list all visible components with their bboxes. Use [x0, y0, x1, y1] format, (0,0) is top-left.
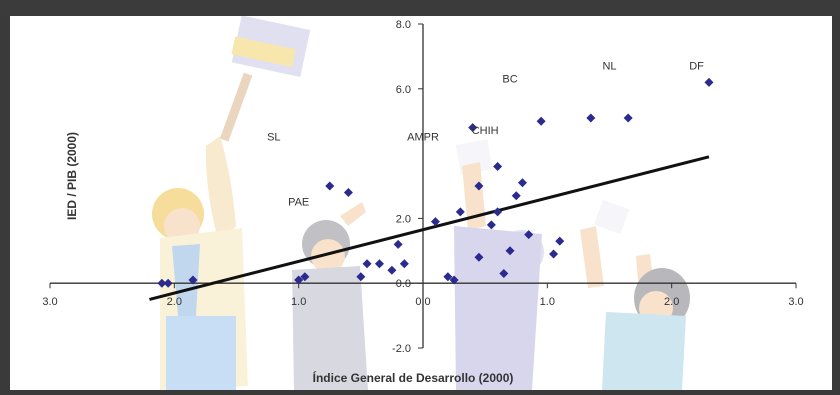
data-point: [163, 278, 173, 288]
data-point: [524, 230, 534, 240]
person-center-illustration: [454, 139, 544, 390]
person-center-left-illustration: [292, 202, 368, 390]
data-point: [343, 187, 353, 197]
people-illustration: [152, 15, 690, 390]
y-tick-label: 8.0: [396, 19, 411, 31]
y-axis-title: IED / PIB (2000): [65, 132, 79, 220]
data-point: [511, 191, 521, 201]
x-tick-label: 1.0: [540, 296, 555, 308]
data-point: [325, 181, 335, 191]
point-annotation: AMPR: [407, 132, 439, 144]
point-annotation: DF: [689, 60, 704, 72]
x-tick-label: 1.0: [291, 296, 306, 308]
point-annotation: CHIH: [472, 125, 499, 137]
data-point: [387, 265, 397, 275]
x-tick-label: 2.0: [664, 296, 679, 308]
top-bar: [0, 0, 840, 16]
person-with-hammer-illustration: [152, 15, 311, 390]
data-point: [493, 162, 503, 172]
data-point: [356, 272, 366, 282]
data-point: [157, 278, 167, 288]
y-tick-label: 6.0: [396, 84, 411, 96]
data-point: [468, 123, 478, 133]
point-annotation: BC: [502, 73, 517, 85]
trendline: [149, 155, 710, 301]
point-annotation: SL: [267, 132, 280, 144]
point-annotation: PAE: [288, 196, 309, 208]
y-tick-label: 2.0: [396, 213, 411, 225]
data-point: [486, 220, 496, 230]
data-point: [555, 236, 565, 246]
data-point: [505, 246, 515, 256]
data-point: [362, 259, 372, 269]
y-tick-label: 0.0: [396, 278, 411, 290]
data-point: [294, 275, 304, 285]
chart-area: 3.0 2.0 1.0 0.0 1.0 2.0 3.0 8.0 6.0 2.0 0.0 -2.0 Índ…: [10, 15, 832, 390]
data-point: [493, 207, 503, 217]
data-points-layer: [157, 77, 714, 288]
x-axis-title: Índice General de Desarrollo (2000): [313, 370, 514, 385]
x-tick-label: 3.0: [42, 296, 57, 308]
data-point: [443, 272, 453, 282]
data-point: [623, 113, 633, 123]
data-point: [393, 239, 403, 249]
person-right-illustration: [580, 199, 690, 390]
y-tick-label: -2.0: [392, 343, 411, 355]
data-point: [517, 178, 527, 188]
scatter-chart: 3.0 2.0 1.0 0.0 1.0 2.0 3.0 8.0 6.0 2.0 0.0 -2.0 Índ…: [42, 15, 804, 390]
data-point: [536, 116, 546, 126]
data-point: [374, 259, 384, 269]
axes: 3.0 2.0 1.0 0.0 1.0 2.0 3.0 8.0 6.0 2.0 0.0 -2.0 Índ…: [42, 19, 803, 385]
data-point: [449, 275, 459, 285]
annotation-layer: SL PAE AMPR CHIH BC NL DF: [267, 60, 704, 208]
data-point: [455, 207, 465, 217]
data-point: [474, 181, 484, 191]
data-point: [586, 113, 596, 123]
x-tick-label: 3.0: [788, 296, 803, 308]
data-point: [300, 272, 310, 282]
x-tick-label: 2.0: [167, 296, 182, 308]
point-annotation: NL: [602, 60, 616, 72]
data-point: [188, 275, 198, 285]
data-point: [704, 77, 714, 87]
data-point: [474, 252, 484, 262]
x-tick-label: 0.0: [415, 296, 430, 308]
trendline-layer: [149, 155, 710, 301]
data-point: [499, 268, 509, 278]
data-point: [399, 259, 409, 269]
data-point: [430, 217, 440, 227]
data-point: [549, 249, 559, 259]
